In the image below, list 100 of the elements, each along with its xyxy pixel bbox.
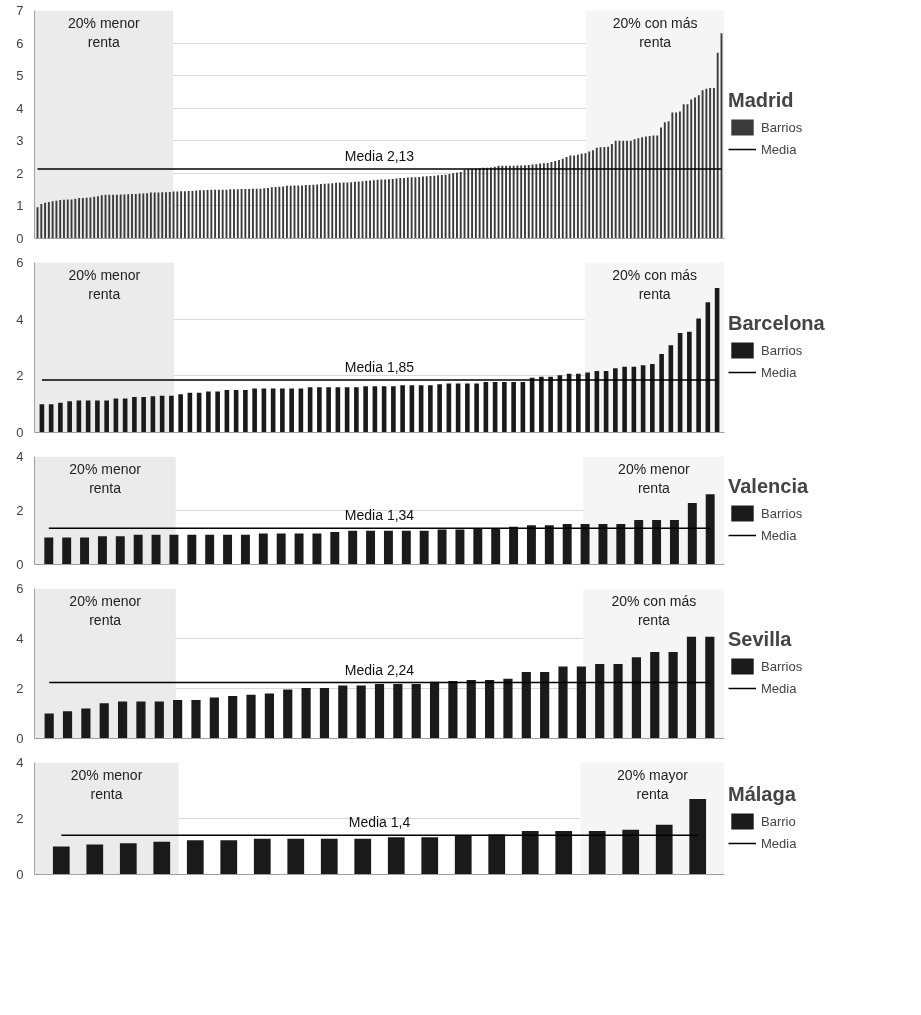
bar [391,386,396,433]
bar [374,684,385,739]
bar [598,524,608,565]
bar [668,652,678,739]
bar [319,688,330,739]
legend-title: Valencia [728,475,809,498]
y-tick-label: 3 [16,133,24,149]
bar [44,713,54,739]
bar [141,397,146,433]
bar [650,363,655,433]
bar [366,530,376,565]
bar [283,689,293,739]
annotation: 20% menor renta [69,592,142,628]
bar [521,672,531,739]
annotation: Media 1,85 [344,359,415,376]
bar [659,354,664,433]
bar [356,685,366,739]
legend-title: Madrid [728,89,795,112]
bar [252,388,257,433]
bar [509,526,519,565]
bar [62,711,73,739]
bar [400,385,405,433]
bar [154,701,164,739]
y-tick-label: 6 [16,581,24,596]
bar [228,696,238,739]
bar [454,835,472,875]
bar [555,831,573,875]
bar [558,666,568,739]
bar [338,685,348,739]
bar [429,681,440,739]
annotation: Media 1,4 [348,814,411,831]
text: Barrios [761,505,803,521]
bar [151,534,161,565]
bar [562,524,572,565]
bar [539,376,544,433]
annotation: 20% con más renta [611,592,697,628]
bar [687,502,697,565]
bar [81,708,91,739]
bar [669,519,679,565]
bar [616,524,626,565]
bar [491,528,501,565]
bar [634,519,644,565]
bar [502,382,507,433]
y-tick-label: 6 [16,255,24,270]
legend-label: Barrios [761,342,803,358]
bar [312,533,322,565]
annotation: Media 2,24 [344,661,415,678]
text: Barrio [761,813,796,829]
legend-title: Sevilla [728,628,793,651]
bar [301,688,311,739]
bar [240,534,250,565]
legend-label: Media [761,527,797,543]
bar [705,494,715,565]
annotation: Media 1,34 [344,507,415,524]
y-tick-label: 4 [16,755,24,770]
annotation: 20% menor renta [70,766,143,802]
bar [209,697,219,739]
bar [689,798,707,875]
bar [119,843,137,875]
annotation: 20% mayor renta [617,766,689,802]
bar [118,701,128,739]
bar [187,534,197,565]
bar [540,672,550,739]
bar [686,636,697,739]
bar [393,684,403,739]
bar [696,318,701,433]
bar [186,840,204,875]
bar [511,382,516,433]
bar [613,368,618,433]
bar [437,384,442,433]
bar [136,701,146,739]
bar [526,525,536,565]
bar [330,532,340,565]
bar [363,386,368,433]
bar [576,666,586,739]
bar [650,652,660,739]
bar [153,841,171,875]
bar [401,530,411,565]
y-tick-label: 6 [16,35,24,51]
bar [58,402,63,433]
bar [588,831,606,875]
y-tick-label: 2 [16,165,24,181]
bar [264,693,274,739]
y-tick-label: 0 [16,231,24,246]
bar [326,387,331,433]
bar [178,394,183,433]
y-tick-label: 5 [16,68,24,84]
legend-title: Barcelona [728,312,825,335]
y-tick-label: 0 [16,557,24,572]
bar [294,533,304,565]
bar [428,385,433,433]
y-tick-label: 2 [16,811,24,826]
bar [448,681,458,739]
bar [687,331,692,433]
bar [387,837,405,875]
bar [354,387,359,433]
y-tick-label: 0 [16,867,24,882]
bar [595,664,605,739]
bar [80,537,90,565]
bar [280,388,285,433]
